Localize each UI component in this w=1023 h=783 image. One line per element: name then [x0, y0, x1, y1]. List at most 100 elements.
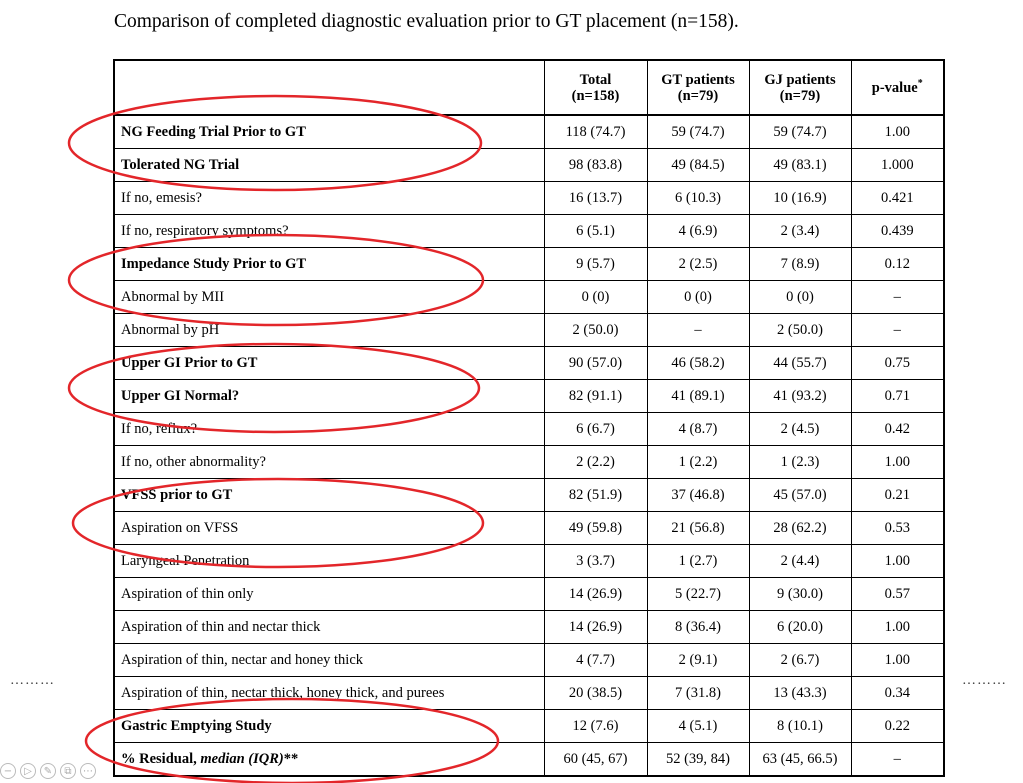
table-row: Upper GI Prior to GT 90 (57.0) 46 (58.2) 44…: [113, 346, 945, 380]
table-row: Upper GI Normal? 82 (91.1) 41 (89.1) 41 (93…: [113, 379, 945, 413]
cell-total: 12 (7.6): [543, 709, 648, 743]
header-row: Total (n=158) GT patients (n=79) GJ patien…: [113, 59, 945, 116]
cell-total: 0 (0): [543, 280, 648, 314]
cell-gt: 21 (56.8): [646, 511, 750, 545]
cell-total: 90 (57.0): [543, 346, 648, 380]
row-label: If no, other abnormality?: [113, 445, 545, 479]
cell-p-value: 0.439: [850, 214, 945, 248]
row-label: Upper GI Prior to GT: [113, 346, 545, 380]
cell-gt: 37 (46.8): [646, 478, 750, 512]
table-row: Abnormal by MII 0 (0) 0 (0) 0 (0) –: [113, 280, 945, 314]
row-label: Abnormal by MII: [113, 280, 545, 314]
table-row: If no, other abnormality? 2 (2.2) 1 (2.2) 1…: [113, 445, 945, 479]
row-label: Gastric Emptying Study: [113, 709, 545, 743]
cell-gj: 2 (4.5): [748, 412, 852, 446]
header-p-value: p-value*: [850, 59, 945, 116]
more-icon[interactable]: ⋯: [80, 763, 96, 779]
cell-gj: 0 (0): [748, 280, 852, 314]
cell-total: 14 (26.9): [543, 577, 648, 611]
cell-total: 49 (59.8): [543, 511, 648, 545]
cell-total: 9 (5.7): [543, 247, 648, 281]
cell-total: 14 (26.9): [543, 610, 648, 644]
cell-gt: 5 (22.7): [646, 577, 750, 611]
table-row: Laryngeal Penetration 3 (3.7) 1 (2.7) 2 (4.…: [113, 544, 945, 578]
table-row: Gastric Emptying Study 12 (7.6) 4 (5.1) 8 (…: [113, 709, 945, 743]
row-label: Aspiration of thin and nectar thick: [113, 610, 545, 644]
cell-p-value: 1.000: [850, 148, 945, 182]
cell-total: 2 (50.0): [543, 313, 648, 347]
row-label: Aspiration of thin, nectar and honey thi…: [113, 643, 545, 677]
cell-p-value: 0.12: [850, 247, 945, 281]
cell-total: 2 (2.2): [543, 445, 648, 479]
table-row: Abnormal by pH 2 (50.0) –2 (50.0) –: [113, 313, 945, 347]
cell-gt: 4 (6.9): [646, 214, 750, 248]
page-dots-right: ………: [962, 673, 1007, 688]
cell-gj: 59 (74.7): [748, 114, 852, 149]
table-row: If no, respiratory symptoms? 6 (5.1) 4 (6.…: [113, 214, 945, 248]
table-row: Aspiration of thin and nectar thick 14 (2…: [113, 610, 945, 644]
cell-gt: 4 (5.1): [646, 709, 750, 743]
header-blank: [113, 59, 545, 116]
table-row: Aspiration of thin only 14 (26.9) 5 (22.7)…: [113, 577, 945, 611]
cell-total: 6 (6.7): [543, 412, 648, 446]
cell-gj: 45 (57.0): [748, 478, 852, 512]
next-icon[interactable]: ▷: [20, 763, 36, 779]
cell-p-value: 0.21: [850, 478, 945, 512]
cell-p-value: –: [850, 280, 945, 314]
cell-gj: 6 (20.0): [748, 610, 852, 644]
row-label: Upper GI Normal?: [113, 379, 545, 413]
row-label: Aspiration on VFSS: [113, 511, 545, 545]
cell-total: 16 (13.7): [543, 181, 648, 215]
cell-p-value: 0.42: [850, 412, 945, 446]
cell-gt: 1 (2.2): [646, 445, 750, 479]
cell-gt: 2 (9.1): [646, 643, 750, 677]
cell-gj: 7 (8.9): [748, 247, 852, 281]
edit-icon[interactable]: ✎: [40, 763, 56, 779]
cell-p-value: 1.00: [850, 643, 945, 677]
cell-gj: 49 (83.1): [748, 148, 852, 182]
cell-gj: 28 (62.2): [748, 511, 852, 545]
cell-p-value: 0.57: [850, 577, 945, 611]
cell-gj: 41 (93.2): [748, 379, 852, 413]
table-row: Tolerated NG Trial 98 (83.8) 49 (84.5) 49 (…: [113, 148, 945, 182]
cell-total: 4 (7.7): [543, 643, 648, 677]
cell-total: 98 (83.8): [543, 148, 648, 182]
cell-gt: 2 (2.5): [646, 247, 750, 281]
row-label: Aspiration of thin only: [113, 577, 545, 611]
cell-gt: 6 (10.3): [646, 181, 750, 215]
cell-gj: 2 (6.7): [748, 643, 852, 677]
cell-p-value: 1.00: [850, 610, 945, 644]
cell-gj: 13 (43.3): [748, 676, 852, 710]
cell-p-value: 1.00: [850, 544, 945, 578]
cell-p-value: 0.421: [850, 181, 945, 215]
cell-total: 82 (51.9): [543, 478, 648, 512]
cell-total: 6 (5.1): [543, 214, 648, 248]
row-label: If no, reflux?: [113, 412, 545, 446]
row-label: Tolerated NG Trial: [113, 148, 545, 182]
copy-icon[interactable]: ⧉: [60, 763, 76, 779]
cell-gj: 63 (45, 66.5): [748, 742, 852, 777]
cell-p-value: 1.00: [850, 445, 945, 479]
cell-p-value: 0.53: [850, 511, 945, 545]
cell-total: 82 (91.1): [543, 379, 648, 413]
cell-gj: 2 (3.4): [748, 214, 852, 248]
table-caption: Comparison of completed diagnostic evalu…: [114, 11, 739, 32]
table-row: If no, reflux? 6 (6.7) 4 (8.7) 2 (4.5) 0.42: [113, 412, 945, 446]
cell-gj: 8 (10.1): [748, 709, 852, 743]
table-row: % Residual, median (IQR)** 60 (45, 67) 52…: [113, 742, 945, 777]
cell-gt: 49 (84.5): [646, 148, 750, 182]
zoom-out-icon[interactable]: −: [0, 763, 16, 779]
header-total: Total (n=158): [543, 59, 648, 116]
table-row: NG Feeding Trial Prior to GT 118 (74.7) 59…: [113, 114, 945, 149]
diagnostic-table: Total (n=158) GT patients (n=79) GJ patien…: [113, 59, 945, 777]
cell-gt: 4 (8.7): [646, 412, 750, 446]
cell-p-value: –: [850, 313, 945, 347]
cell-total: 3 (3.7): [543, 544, 648, 578]
cell-p-value: 0.75: [850, 346, 945, 380]
table-row: VFSS prior to GT 82 (51.9) 37 (46.8) 45 (57…: [113, 478, 945, 512]
cell-p-value: –: [850, 742, 945, 777]
cell-gt: 59 (74.7): [646, 114, 750, 149]
cell-gt: 52 (39, 84): [646, 742, 750, 777]
table-row: If no, emesis? 16 (13.7) 6 (10.3) 10 (16.9)…: [113, 181, 945, 215]
cell-gt: –: [646, 313, 750, 347]
